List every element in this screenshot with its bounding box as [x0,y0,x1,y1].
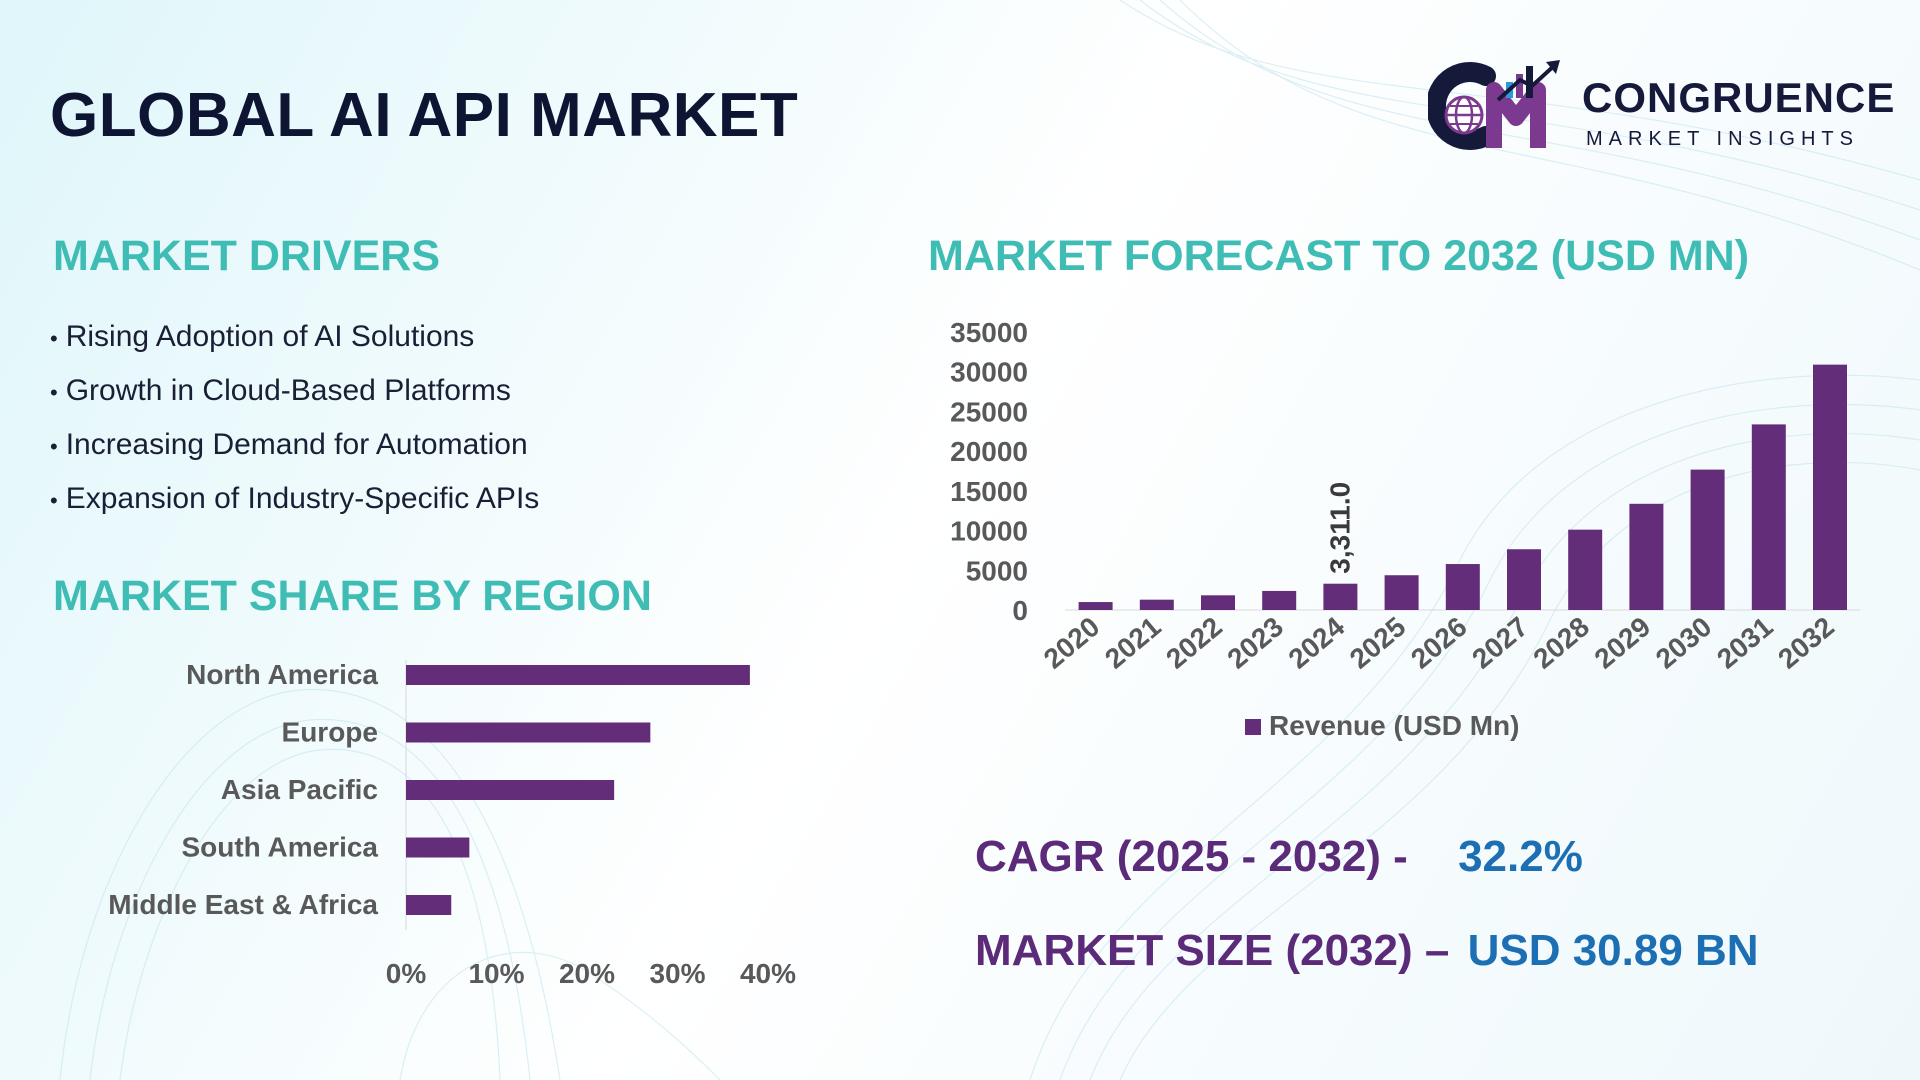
forecast-x-tick: 2025 [1344,611,1412,675]
region-category-label: North America [186,659,378,690]
legend-swatch [1245,719,1261,735]
forecast-bar [1813,364,1847,610]
forecast-bar [1629,503,1664,610]
region-x-tick: 0% [386,958,427,989]
legend-label: Revenue (USD Mn) [1269,710,1519,741]
region-bar [406,665,750,685]
forecast-x-tick: 2023 [1221,611,1289,675]
forecast-bar [1201,595,1235,610]
forecast-y-tick: 15000 [950,476,1028,507]
market-size-label: MARKET SIZE (2032) – [975,926,1450,975]
region-category-label: South America [181,832,378,863]
region-category-label: Asia Pacific [221,774,378,805]
forecast-y-tick: 25000 [950,396,1028,427]
logo-mark-icon [1428,60,1560,150]
region-x-tick: 40% [740,958,796,989]
driver-item: Expansion of Industry-Specific APIs [50,472,540,526]
cagr-row: CAGR (2025 - 2032) - 32.2% [975,832,1583,882]
region-category-label: Europe [282,717,378,748]
forecast-bar [1507,549,1541,610]
region-bar [406,837,470,858]
forecast-y-tick: 0 [1012,595,1028,626]
page-title: GLOBAL AI API MARKET [50,81,799,150]
forecast-bar [1445,564,1480,610]
forecast-x-tick: 2029 [1589,611,1657,675]
forecast-x-tick: 2020 [1038,611,1106,675]
region-x-tick: 10% [468,958,524,989]
forecast-y-tick: 10000 [950,516,1028,547]
market-size-value: USD 30.89 BN [1467,926,1759,975]
forecast-bar [1384,575,1419,610]
forecast-x-tick: 2027 [1466,611,1534,675]
region-x-tick: 20% [559,958,615,989]
forecast-bar [1139,599,1174,610]
region-x-tick: 30% [649,958,705,989]
cagr-value: 32.2% [1458,832,1583,881]
region-bar [406,780,615,800]
forecast-x-tick: 2032 [1772,611,1840,675]
logo-subtitle: MARKET INSIGHTS [1586,128,1859,150]
region-share-chart: North America Europe Asia Pacific South Ame… [108,659,796,989]
forecast-chart: 0500010000150002000025000300003500020202… [950,317,1860,741]
forecast-y-tick: 30000 [950,357,1028,388]
forecast-y-tick: 35000 [950,317,1028,348]
forecast-heading: MARKET FORECAST TO 2032 (USD MN) [928,232,1750,280]
forecast-x-tick: 2021 [1099,611,1167,675]
forecast-bar [1568,529,1603,610]
forecast-data-label: 3,311.0 [1324,482,1355,574]
forecast-bar [1078,602,1113,610]
forecast-bar [1690,469,1725,610]
logo-name: CONGRUENCE [1582,74,1896,121]
forecast-x-tick: 2026 [1405,611,1473,675]
forecast-x-tick: 2022 [1160,611,1228,675]
forecast-bar [1323,583,1358,610]
driver-item: Increasing Demand for Automation [50,418,539,472]
forecast-x-tick: 2028 [1527,611,1595,675]
driver-item: Rising Adoption of AI Solutions [50,310,539,364]
forecast-bar [1751,424,1786,610]
drivers-list: Rising Adoption of AI Solutions Growth i… [50,310,540,526]
forecast-x-tick: 2024 [1283,611,1351,675]
market-size-row: MARKET SIZE (2032) – USD 30.89 BN [975,926,1759,976]
region-bar [406,722,651,743]
cagr-label: CAGR (2025 - 2032) - [975,832,1408,881]
driver-item: Growth in Cloud-Based Platforms [50,364,539,418]
forecast-x-tick: 2030 [1650,611,1718,675]
forecast-y-tick: 5000 [966,555,1028,586]
forecast-y-tick: 20000 [950,436,1028,467]
region-bar [406,895,452,915]
forecast-bar [1262,590,1297,610]
company-logo: CONGRUENCE MARKET INSIGHTS [1428,56,1898,156]
forecast-x-tick: 2031 [1711,611,1779,675]
region-category-label: Middle East & Africa [108,889,378,920]
drivers-heading: MARKET DRIVERS [53,232,441,280]
region-heading: MARKET SHARE BY REGION [53,572,652,620]
